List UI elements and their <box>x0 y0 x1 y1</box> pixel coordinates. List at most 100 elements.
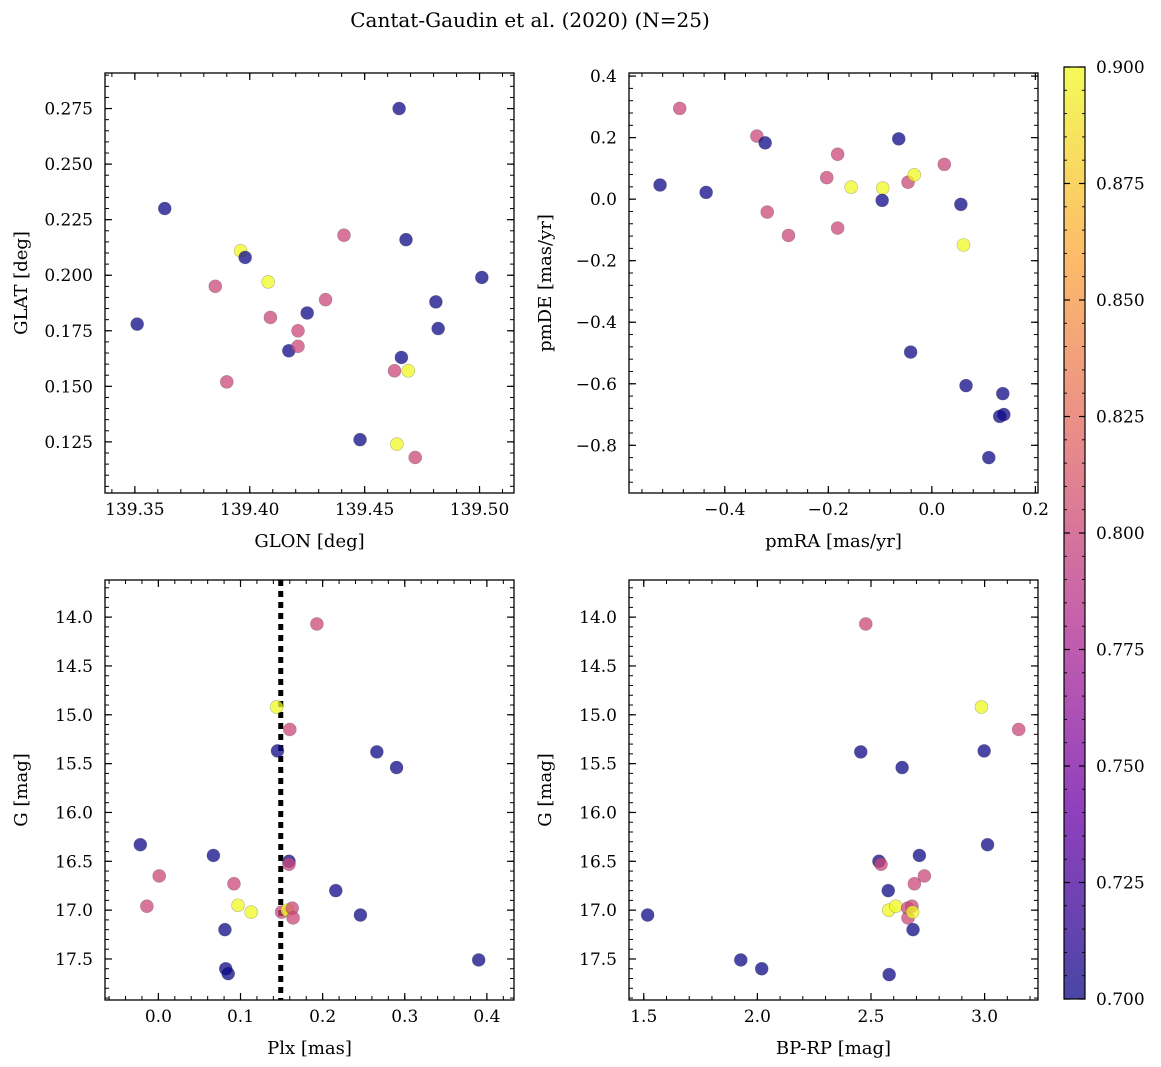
scatter-point <box>881 883 896 898</box>
y-tick-label: 16.0 <box>55 803 93 823</box>
scatter-point <box>282 857 296 872</box>
x-tick-label: 2.0 <box>744 1007 771 1027</box>
scatter-point <box>208 279 223 294</box>
scatter-point <box>300 306 315 320</box>
panel-glon-glat: 139.35 139.40 139.45 139.50 0.125 0.150 0.175 0… <box>11 72 515 552</box>
scatter-point <box>858 617 873 631</box>
plot-frame <box>104 72 515 494</box>
x-tick-label: 0.4 <box>473 1007 500 1027</box>
scatter-point <box>475 270 489 285</box>
scatter-point <box>219 375 234 389</box>
y-tick-label: −0.2 <box>576 252 617 272</box>
x-tick-label: 2.5 <box>857 1007 884 1027</box>
scatter-point <box>291 323 305 338</box>
scatter-point <box>390 437 404 451</box>
x-tick-label: −0.4 <box>704 500 745 520</box>
scatter-point <box>370 745 384 759</box>
scatter-points <box>653 101 1011 465</box>
scatter-point <box>291 339 305 354</box>
scatter-point <box>905 905 920 919</box>
x-tick-label: 139.35 <box>105 500 164 520</box>
scatter-point <box>977 744 991 758</box>
y-axis-label: pmDE [mas/yr] <box>535 214 556 352</box>
scatter-point <box>328 883 343 898</box>
scatter-point <box>389 760 404 775</box>
panel-plx-g: 0.0 0.1 0.2 0.3 0.4 14.0 14.5 15.0 15.5 16.0 16.5 1… <box>11 579 515 1059</box>
scatter-point <box>819 170 834 185</box>
scatter-point <box>353 908 368 922</box>
y-tick-label: 14.0 <box>55 608 93 628</box>
scatter-point <box>286 911 300 925</box>
x-tick-label: 0.0 <box>145 1007 172 1027</box>
scatter-point <box>130 317 144 331</box>
figure-title: Cantat-Gaudin et al. (2020) (N=25) <box>350 8 710 32</box>
y-tick-label: −0.8 <box>576 436 617 456</box>
x-tick-label: 1.5 <box>630 1007 657 1027</box>
scatter-point <box>995 386 1010 401</box>
scatter-point <box>733 953 748 967</box>
scatter-point <box>133 837 148 852</box>
scatter-points <box>133 617 486 981</box>
x-tick-label: 0.2 <box>1022 500 1049 520</box>
y-tick-label: −0.6 <box>576 375 617 395</box>
y-tick-label: 0.200 <box>44 266 93 286</box>
axis-ticks: 1.5 2.0 2.5 3.0 14.0 14.5 15.0 15.5 16.0 16.5 17.0… <box>579 580 1038 1027</box>
scatter-point <box>353 432 367 447</box>
scatter-points <box>640 617 1026 982</box>
scatter-point <box>140 899 154 914</box>
y-axis-label: G [mag] <box>11 753 32 826</box>
scatter-point <box>392 101 406 116</box>
scatter-point <box>310 617 324 631</box>
scatter-point <box>337 228 351 243</box>
y-tick-label: 16.5 <box>579 852 617 872</box>
scatter-point <box>394 350 409 365</box>
y-tick-label: 0.275 <box>44 100 93 120</box>
scatter-point <box>888 899 903 914</box>
scatter-point <box>954 197 968 212</box>
panel-bprp-g: 1.5 2.0 2.5 3.0 14.0 14.5 15.0 15.5 16.0 16.5 17.0… <box>535 579 1039 1059</box>
y-tick-label: 0.250 <box>44 155 93 175</box>
scatter-point <box>218 922 232 937</box>
colorbar-tick-label: 0.700 <box>1096 990 1145 1010</box>
x-axis-label: BP-RP [mag] <box>776 1038 891 1059</box>
y-tick-label: 15.5 <box>579 755 617 775</box>
y-tick-label: 14.5 <box>55 657 93 677</box>
panels: 139.35 139.40 139.45 139.50 0.125 0.150 0.175 0… <box>11 67 1049 1059</box>
y-tick-label: 0.125 <box>44 433 93 453</box>
x-tick-label: 139.45 <box>335 500 394 520</box>
scatter-point <box>653 178 667 192</box>
scatter-point <box>221 966 235 981</box>
scatter-point <box>157 201 172 216</box>
y-axis-label: GLAT [deg] <box>11 231 32 335</box>
scatter-point <box>244 905 258 919</box>
scatter-point <box>318 292 333 307</box>
scatter-point <box>907 876 922 891</box>
scatter-point <box>758 136 772 150</box>
scatter-point <box>997 407 1011 422</box>
scatter-point <box>830 147 845 162</box>
y-tick-label: 17.0 <box>579 901 617 921</box>
scatter-point <box>903 345 918 359</box>
y-tick-label: 14.5 <box>579 657 617 677</box>
scatter-point <box>231 898 245 913</box>
x-tick-label: 3.0 <box>971 1007 998 1027</box>
colorbar-tick-label: 0.850 <box>1096 291 1145 311</box>
axis-ticks: −0.4 −0.2 0.0 0.2 −0.8 −0.6 −0.4 −0.2 0.0 0.2 0.4 <box>576 67 1049 520</box>
y-tick-label: 16.0 <box>579 803 617 823</box>
scatter-point <box>1011 722 1026 737</box>
scatter-point <box>399 232 413 247</box>
scatter-point <box>882 967 896 982</box>
scatter-point <box>206 848 221 863</box>
scatter-points <box>130 101 489 465</box>
panel-pmra-pmde: −0.4 −0.2 0.0 0.2 −0.8 −0.6 −0.4 −0.2 0.0 0.2 0.4 p… <box>535 67 1049 552</box>
scatter-point <box>401 363 416 378</box>
x-tick-label: −0.2 <box>808 500 849 520</box>
scatter-point <box>263 310 278 325</box>
scatter-point <box>699 185 713 200</box>
scatter-point <box>844 180 858 194</box>
scatter-point <box>269 700 284 714</box>
y-tick-label: 0.2 <box>590 129 617 149</box>
colorbar-tick-label: 0.800 <box>1096 524 1145 544</box>
scatter-point <box>891 132 906 146</box>
colorbar-tick-label: 0.750 <box>1096 757 1145 777</box>
